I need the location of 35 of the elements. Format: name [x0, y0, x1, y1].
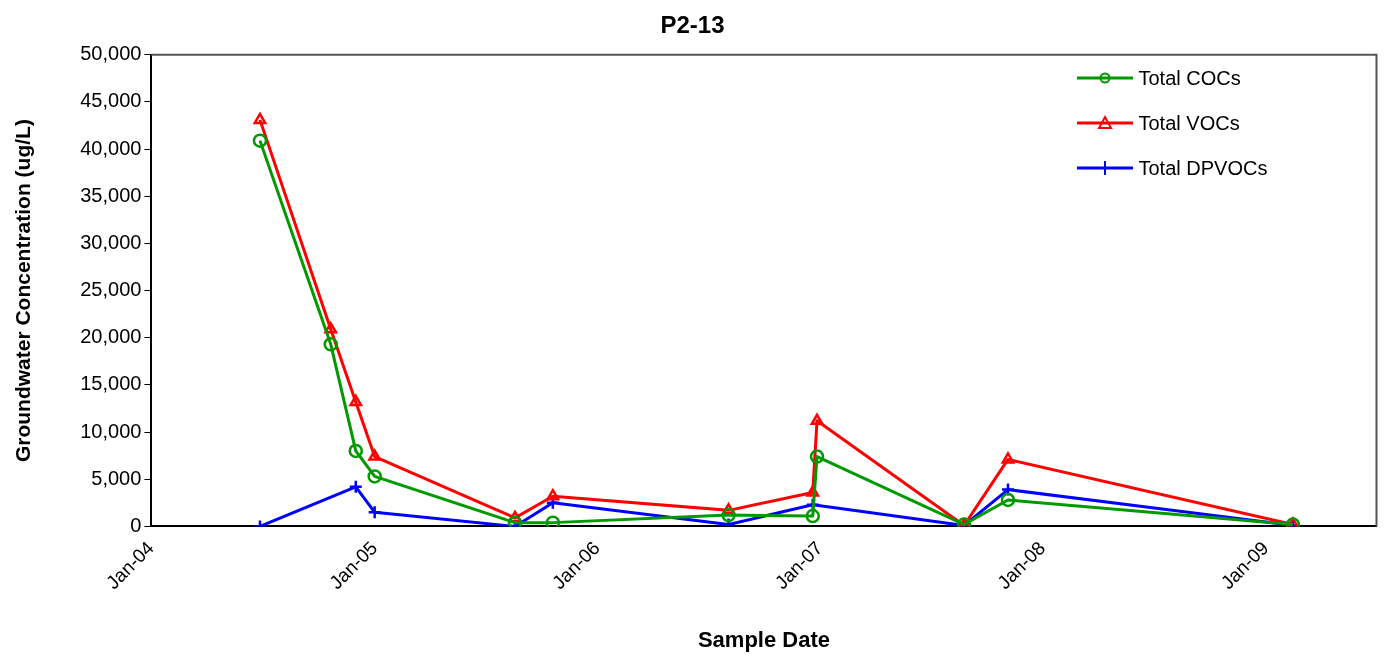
point	[1001, 452, 1015, 464]
legend-label: Total DPVOCs	[1138, 156, 1268, 180]
point	[348, 443, 364, 459]
point	[368, 449, 382, 461]
y-axis-title: Groundwater Concentration (ug/L)	[11, 119, 35, 463]
y-tick-label: 40,000	[80, 136, 142, 159]
point	[349, 394, 363, 407]
y-tick-label: 45,000	[80, 89, 142, 112]
point	[367, 505, 382, 520]
legend-label: Total COCs	[1138, 66, 1241, 90]
point	[721, 507, 736, 523]
x-axis-title: Sample Date	[697, 626, 830, 652]
point	[367, 469, 382, 484]
point	[1000, 492, 1016, 508]
point	[507, 515, 523, 527]
point	[253, 112, 267, 125]
y-tick-label: 0	[130, 513, 142, 536]
point	[545, 515, 561, 527]
point	[348, 479, 364, 495]
y-tick-label: 50,000	[80, 42, 142, 65]
y-tick-label: 10,000	[80, 419, 142, 442]
point	[810, 413, 824, 426]
chart-title: P2-13	[660, 11, 725, 39]
point	[252, 133, 268, 148]
y-tick-label: 35,000	[80, 183, 142, 206]
point	[805, 508, 820, 524]
y-tick-label: 15,000	[80, 372, 142, 395]
point	[546, 488, 560, 501]
point	[809, 449, 825, 464]
y-tick-label: 5,000	[91, 466, 142, 489]
legend-label: Total VOCs	[1138, 111, 1240, 135]
y-tick-label: 25,000	[80, 278, 142, 301]
y-tick-label: 20,000	[80, 325, 142, 348]
point	[323, 337, 338, 352]
y-tick-label: 30,000	[80, 230, 142, 253]
